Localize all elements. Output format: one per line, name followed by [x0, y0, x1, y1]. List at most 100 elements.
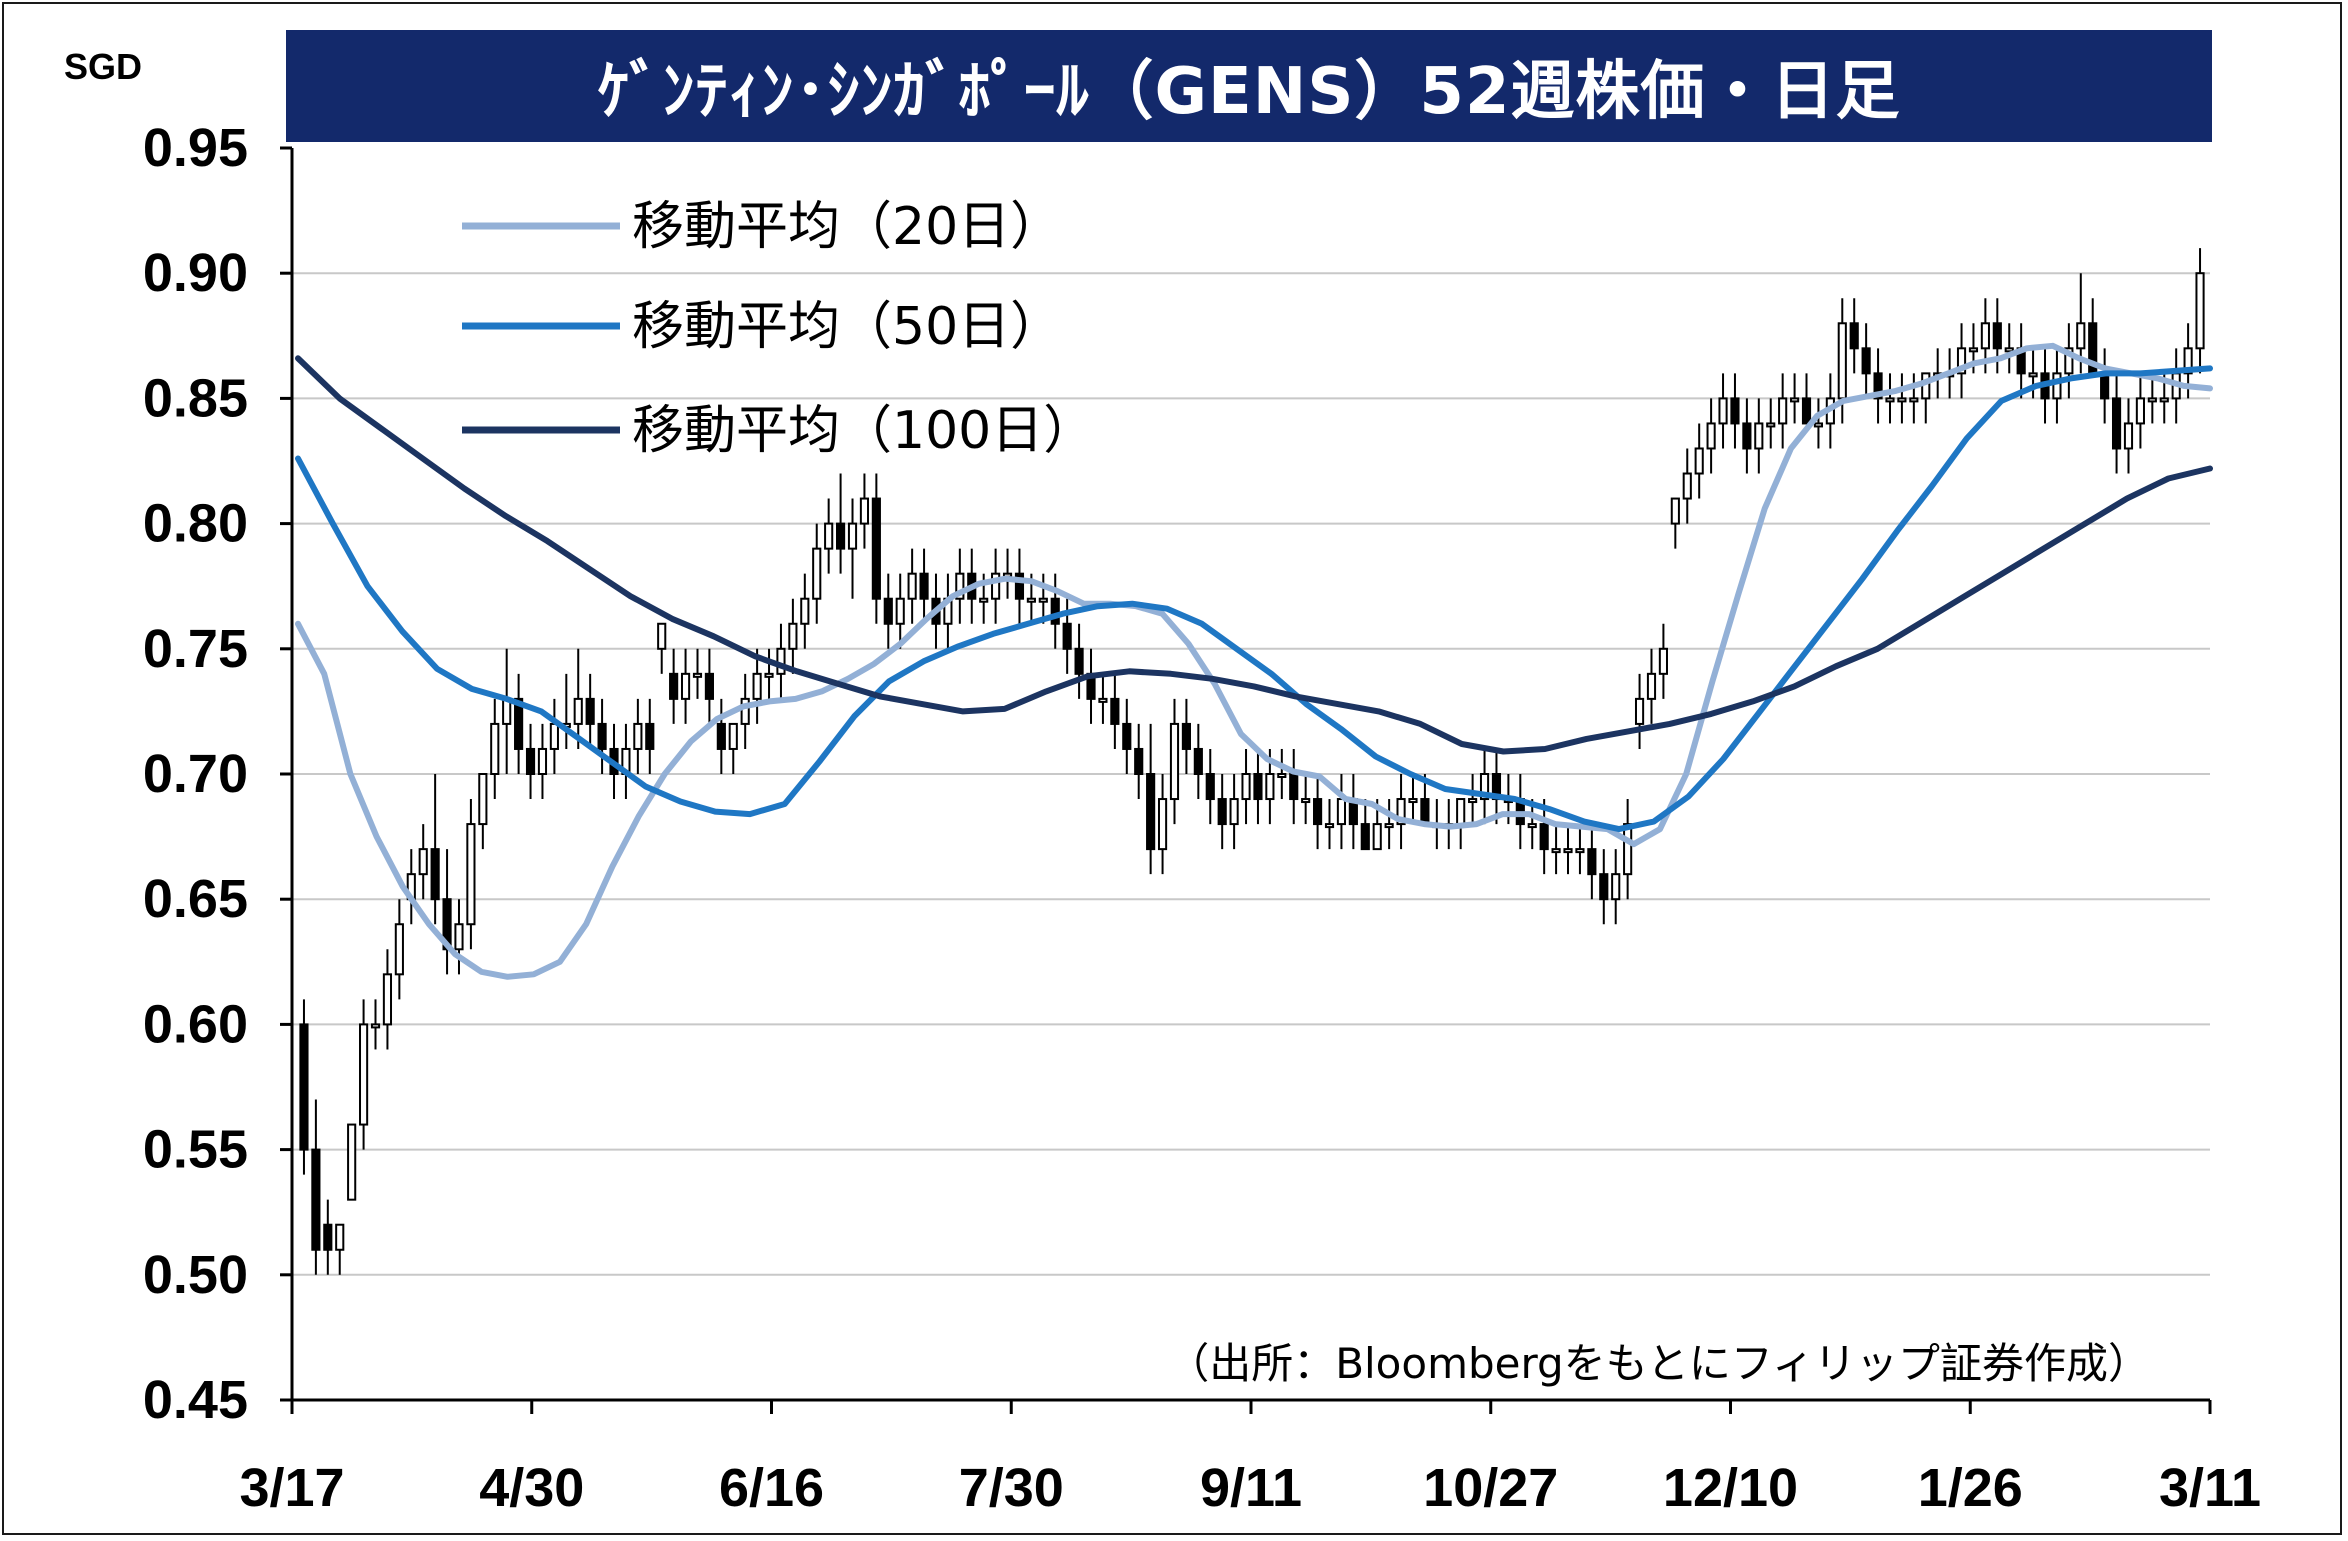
candle-body — [1897, 397, 1907, 403]
candle — [454, 899, 464, 975]
candle-body — [1587, 848, 1597, 876]
candle — [704, 648, 714, 724]
candle — [347, 1123, 357, 1201]
candle-body — [1456, 798, 1466, 826]
candle-body — [1468, 798, 1478, 804]
candle — [1527, 799, 1537, 850]
candle — [311, 1099, 321, 1275]
x-tick-label: 1/26 — [1918, 1458, 2023, 1518]
candle-body — [1229, 798, 1239, 826]
candle-body — [1790, 397, 1800, 403]
candle — [2004, 323, 2014, 374]
candle-body — [2195, 272, 2205, 350]
candle — [2111, 373, 2122, 474]
candle-body — [1956, 347, 1967, 375]
candle-body — [1873, 372, 1883, 400]
candle-body — [883, 597, 893, 625]
candle — [907, 548, 917, 624]
candle — [1611, 849, 1621, 925]
candle — [299, 999, 309, 1175]
y-tick-label: 0.65 — [143, 869, 248, 929]
candle-body — [335, 1223, 345, 1251]
candle-body — [1134, 747, 1144, 776]
moving-average-lines — [295, 342, 2213, 980]
candle — [2123, 398, 2134, 474]
y-tick-label: 0.90 — [143, 243, 248, 303]
candle — [335, 1223, 345, 1275]
candle — [1050, 573, 1060, 649]
candle — [919, 548, 929, 624]
candle-body — [1551, 848, 1561, 854]
candle-body — [633, 722, 643, 750]
candle — [1277, 748, 1287, 800]
candle-body — [1849, 322, 1859, 350]
candle-body — [418, 848, 428, 876]
candle-body — [776, 647, 786, 675]
candle — [502, 648, 512, 774]
candle-body — [1169, 722, 1180, 801]
candle-body — [1778, 397, 1788, 425]
candle — [1038, 573, 1048, 624]
candle — [1587, 824, 1597, 900]
candle — [1384, 799, 1394, 850]
candle — [1646, 648, 1657, 724]
candle — [1718, 373, 1728, 449]
candle-body — [1062, 622, 1072, 650]
candle — [466, 799, 476, 950]
candle-body — [2100, 372, 2110, 400]
candle — [1873, 348, 1883, 424]
candle-body — [1193, 747, 1203, 776]
candle — [1110, 673, 1120, 749]
candle-body — [585, 697, 595, 725]
legend-item: 移動平均（20日） — [462, 197, 1062, 257]
candle-body — [1766, 422, 1776, 428]
candle-body — [1396, 798, 1406, 826]
candle — [692, 648, 703, 699]
candle-body — [1420, 798, 1430, 826]
candle — [1289, 748, 1299, 825]
candle-body — [871, 497, 881, 600]
candle — [1551, 824, 1561, 875]
candle-body — [1181, 722, 1191, 750]
x-tick-label: 3/17 — [239, 1458, 344, 1518]
candle — [1408, 774, 1418, 825]
candle-body — [1861, 347, 1871, 375]
candle-body — [2004, 347, 2014, 353]
candle — [764, 648, 774, 699]
candle — [1885, 373, 1895, 424]
candle — [1205, 748, 1215, 825]
candle — [359, 999, 369, 1150]
candle-body — [382, 973, 393, 1026]
candle — [1790, 373, 1800, 424]
candle — [1086, 648, 1096, 724]
candle — [525, 723, 536, 800]
candle — [2135, 373, 2145, 449]
candlesticks — [299, 248, 2205, 1275]
candle-body — [788, 622, 798, 650]
candle-body — [1146, 773, 1156, 851]
candle-body — [680, 672, 691, 700]
x-tick-label: 10/27 — [1423, 1458, 1558, 1518]
candle — [669, 648, 679, 724]
candle-body — [490, 722, 500, 775]
legend-label: 移動平均（20日） — [632, 197, 1062, 257]
candle — [1599, 849, 1609, 925]
candle — [1348, 774, 1358, 850]
y-tick-label: 0.55 — [143, 1120, 248, 1180]
candle — [597, 698, 607, 774]
candle — [573, 648, 583, 749]
y-tick-labels: 0.95 0.90 0.85 0.80 0.75 0.70 0.65 0.60 0.55 0.50… — [143, 118, 248, 1430]
candle-body — [573, 697, 583, 725]
candle-body — [1730, 397, 1740, 425]
candle-body — [2135, 397, 2145, 425]
candle — [1324, 799, 1335, 850]
candle — [680, 648, 691, 724]
candle-body — [1324, 823, 1335, 829]
candle-body — [1050, 597, 1060, 625]
candle — [2016, 323, 2026, 399]
y-tick-label: 0.80 — [143, 494, 248, 554]
candle-body — [2147, 397, 2157, 403]
x-tick-label: 3/11 — [2159, 1458, 2261, 1518]
candle-body — [1682, 472, 1692, 500]
candle-body — [1277, 773, 1287, 778]
